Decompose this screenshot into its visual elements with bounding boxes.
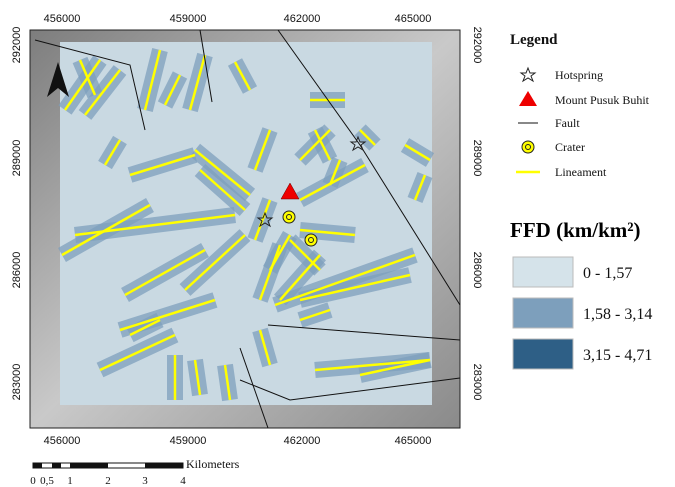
scale-bar [33,463,183,468]
x-coord-top: 456000 [44,13,81,25]
legend-item: Fault [555,116,580,130]
x-coord-bottom: 459000 [170,435,207,447]
x-coord-top: 462000 [284,13,321,25]
legend-swatch [513,339,573,369]
y-coord-right: 292000 [471,27,483,64]
x-coord-bottom: 456000 [44,435,81,447]
y-coord-left: 289000 [11,140,23,177]
x-coord-top: 465000 [395,13,432,25]
legend-class: 3,15 - 4,71 [583,347,652,364]
legend-item: Lineament [555,165,607,179]
legend-title: Legend [510,32,558,48]
legend-class: 0 - 1,57 [583,265,632,282]
scale-label: 3 [142,475,148,487]
legend-symbols [516,68,540,172]
x-coord-bottom: 462000 [284,435,321,447]
y-coord-left: 283000 [11,364,23,401]
legend-swatch [513,298,573,328]
legend-item: Mount Pusuk Buhit [555,93,650,107]
scale-label: 2 [105,475,111,487]
x-coord-top: 459000 [170,13,207,25]
scale-unit: Kilometers [186,457,240,471]
y-coord-right: 289000 [471,140,483,177]
scale-label: 1 [67,475,73,487]
y-coord-left: 292000 [11,27,23,64]
scale-label: 4 [180,475,186,487]
y-coord-left: 286000 [11,252,23,289]
y-coord-right: 283000 [471,364,483,401]
y-coord-right: 286000 [471,252,483,289]
map-figure: 456000 456000 459000 459000 462000 462000 4650… [0,0,675,487]
scale-label: 0 [30,475,36,487]
legend-item: Crater [555,140,585,154]
legend-class: 1,58 - 3,14 [583,306,652,323]
legend-item: Hotspring [555,68,603,82]
x-coord-bottom: 465000 [395,435,432,447]
scale-label: 0,5 [40,475,54,487]
ffd-title: FFD (km/km²) [510,218,641,242]
legend-swatch [513,257,573,287]
